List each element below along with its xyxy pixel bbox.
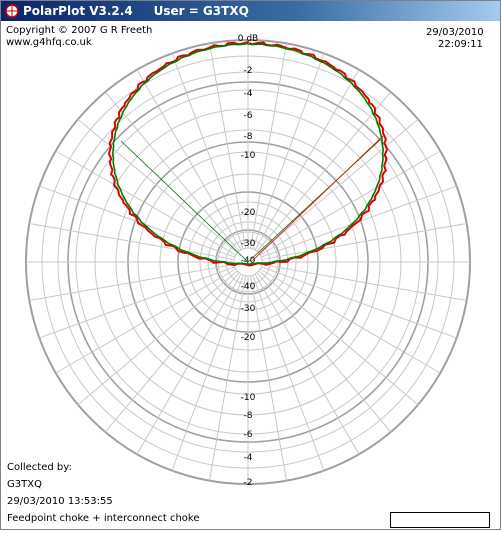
grid-spoke (259, 268, 441, 374)
grid-spoke (252, 274, 325, 471)
grid-spoke (208, 43, 247, 249)
green-pattern-trace (111, 42, 385, 265)
grid-spoke (136, 273, 242, 455)
upper-scale-label: -2 (244, 66, 253, 76)
collected-timestamp: 29/03/2010 13:53:55 (7, 496, 113, 507)
traces (107, 40, 388, 267)
grid-spoke (258, 270, 419, 406)
lower-scale-label: -6 (244, 430, 253, 440)
upper-scale-label: -40 (241, 256, 256, 266)
grid-spoke (55, 268, 237, 374)
copyright-text: Copyright © 2007 G R Freeth (6, 25, 153, 36)
user-label: User = G3TXQ (153, 4, 249, 18)
red-pattern-trace (107, 40, 388, 267)
website-link[interactable]: www.g4hfq.co.uk (6, 37, 92, 48)
grid-spoke (171, 53, 244, 250)
green-beamwidth-marker-left (120, 140, 249, 263)
plot-description: Feedpoint choke + interconnect choke (7, 513, 200, 524)
lower-scale-label: -30 (241, 304, 256, 314)
collected-by-label: Collected by: (7, 462, 72, 473)
top-db-label: 0 dB (238, 34, 258, 44)
lower-scale-label: -4 (244, 453, 253, 463)
upper-scale-label: -4 (244, 89, 253, 99)
grid-spoke (254, 69, 360, 251)
grid-spoke (29, 222, 235, 261)
lower-scale-label: -40 (241, 282, 256, 292)
grid-spoke (77, 118, 238, 254)
window-title: PolarPlot V3.2.4 User = G3TXQ (23, 1, 249, 21)
app-name: PolarPlot V3.2.4 (23, 4, 133, 18)
grid-spoke (256, 272, 392, 433)
grid-spoke (259, 150, 441, 256)
lower-scale-label: -2 (244, 478, 253, 488)
title-bar[interactable]: PolarPlot V3.2.4 User = G3TXQ (1, 1, 500, 21)
plot-date: 29/03/2010 (426, 27, 484, 38)
plot-time: 22:09:11 (438, 39, 483, 50)
grid-spoke (77, 270, 238, 406)
grid-spoke (55, 150, 237, 256)
upper-scale-label: -6 (244, 111, 253, 121)
grid-spoke (254, 273, 360, 455)
upper-scale-label: -30 (241, 239, 256, 249)
grid-spoke (104, 272, 240, 433)
grid-spoke (256, 91, 392, 252)
grid-spoke (29, 263, 235, 302)
grid-spoke (249, 275, 288, 481)
grid-spoke (252, 53, 325, 250)
scale-labels: 0 dB -2 -4 -6 -8 -10 -20 -30 -40 -40 -30 -20 -10 -8 -… (238, 34, 258, 488)
red-beamwidth-marker (250, 135, 384, 263)
lower-scale-label: -8 (244, 411, 253, 421)
upper-scale-label: -8 (244, 132, 253, 142)
grid-spoke (104, 91, 240, 252)
upper-scale-label: -20 (241, 208, 256, 218)
polarplot-app-icon[interactable] (5, 4, 19, 18)
upper-scale-label: -10 (241, 151, 256, 161)
lower-scale-label: -20 (241, 333, 256, 343)
grid-spoke (261, 263, 467, 302)
collector-callsign: G3TXQ (7, 479, 42, 490)
grid-spoke (249, 43, 288, 249)
grid-spoke (258, 118, 419, 254)
lower-scale-label: -10 (241, 393, 256, 403)
status-box (390, 512, 490, 528)
grid-spoke (261, 222, 467, 261)
grid-spoke (171, 274, 244, 471)
polar-plot-area: 0 dB -2 -4 -6 -8 -10 -20 -30 -40 -40 -30 -20 -10 -8 -… (1, 22, 500, 529)
polar-plot: 0 dB -2 -4 -6 -8 -10 -20 -30 -40 -40 -30 -20 -10 -8 -… (25, 34, 471, 488)
grid-spoke (136, 69, 242, 251)
grid-spoke (260, 266, 457, 339)
grid-spoke (208, 275, 247, 481)
polar-grid (25, 39, 471, 485)
grid-spoke (39, 266, 236, 339)
